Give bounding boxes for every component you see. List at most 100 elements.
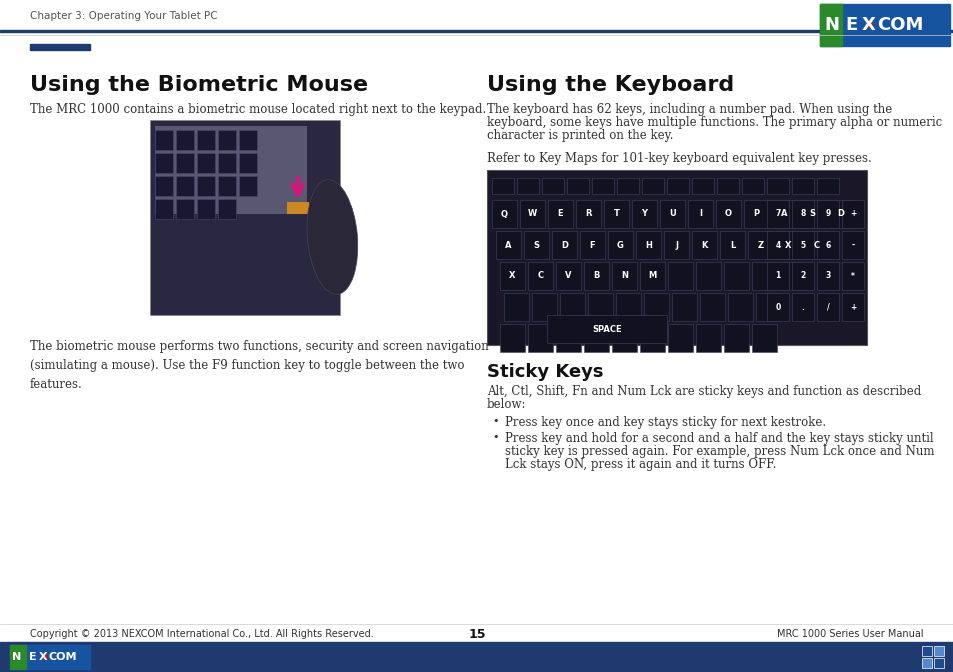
Bar: [933, 658, 943, 668]
Bar: [717, 178, 739, 194]
Bar: [816, 178, 838, 194]
Bar: [636, 231, 660, 259]
Text: C: C: [813, 241, 819, 249]
Bar: [175, 199, 193, 219]
Bar: [556, 324, 580, 352]
Text: *: *: [850, 271, 854, 280]
Text: Chapter 3: Operating Your Tablet PC: Chapter 3: Operating Your Tablet PC: [30, 11, 217, 21]
Bar: [154, 199, 172, 219]
Bar: [766, 200, 788, 228]
Text: W: W: [527, 210, 537, 218]
Text: 3: 3: [824, 271, 830, 280]
Bar: [780, 262, 804, 290]
Bar: [671, 293, 697, 321]
Text: character is printed on the key.: character is printed on the key.: [486, 129, 673, 142]
Bar: [592, 178, 614, 194]
Text: 4: 4: [775, 241, 780, 249]
Bar: [775, 231, 801, 259]
Text: Q: Q: [500, 210, 507, 218]
Bar: [196, 176, 214, 196]
Bar: [0, 30, 953, 32]
Bar: [766, 262, 788, 290]
Circle shape: [866, 22, 872, 28]
Bar: [175, 153, 193, 173]
Bar: [791, 293, 813, 321]
Text: V: V: [565, 271, 571, 280]
Bar: [751, 262, 776, 290]
Text: +: +: [849, 210, 855, 218]
Bar: [696, 262, 720, 290]
Bar: [154, 176, 172, 196]
Bar: [546, 315, 666, 343]
Text: MRC 1000 Series User Manual: MRC 1000 Series User Manual: [777, 629, 923, 639]
Bar: [741, 178, 763, 194]
Text: B: B: [593, 271, 599, 280]
Bar: [607, 231, 633, 259]
Bar: [820, 4, 841, 46]
Text: C: C: [537, 271, 543, 280]
Bar: [921, 658, 931, 668]
Text: J: J: [675, 241, 678, 249]
Bar: [175, 130, 193, 150]
Bar: [816, 231, 838, 259]
Text: F: F: [589, 241, 595, 249]
Bar: [579, 231, 604, 259]
Bar: [747, 231, 772, 259]
Text: Press key once and key stays sticky for next kestroke.: Press key once and key stays sticky for …: [504, 416, 825, 429]
Bar: [583, 324, 608, 352]
Text: Z: Z: [757, 241, 762, 249]
Bar: [175, 176, 193, 196]
Bar: [527, 262, 553, 290]
Bar: [691, 178, 713, 194]
Bar: [727, 293, 752, 321]
Bar: [10, 645, 90, 669]
Text: +: +: [849, 302, 855, 312]
Text: 7: 7: [775, 210, 780, 218]
Bar: [816, 262, 838, 290]
Bar: [667, 262, 692, 290]
Bar: [496, 231, 520, 259]
Bar: [503, 293, 529, 321]
Text: •: •: [492, 416, 498, 426]
Bar: [154, 153, 172, 173]
Bar: [723, 262, 748, 290]
Text: D: D: [836, 210, 843, 218]
Text: 0: 0: [775, 302, 780, 312]
Text: S: S: [809, 210, 815, 218]
Bar: [791, 178, 813, 194]
Bar: [841, 200, 863, 228]
Text: below:: below:: [486, 398, 526, 411]
Text: E: E: [558, 210, 562, 218]
Bar: [523, 231, 548, 259]
Bar: [517, 178, 538, 194]
Bar: [820, 4, 949, 46]
Bar: [196, 153, 214, 173]
Text: SPACE: SPACE: [592, 325, 621, 333]
Bar: [631, 200, 657, 228]
Circle shape: [43, 655, 47, 659]
Ellipse shape: [307, 179, 357, 294]
Bar: [576, 200, 600, 228]
Text: G: G: [617, 241, 623, 249]
Bar: [616, 293, 640, 321]
Bar: [666, 178, 688, 194]
Bar: [687, 200, 712, 228]
Bar: [816, 200, 838, 228]
Text: Refer to Key Maps for 101-key keyboard equivalent key presses.: Refer to Key Maps for 101-key keyboard e…: [486, 152, 871, 165]
Bar: [720, 231, 744, 259]
Bar: [766, 231, 788, 259]
Bar: [800, 200, 824, 228]
Bar: [499, 262, 524, 290]
Bar: [486, 170, 866, 345]
Bar: [841, 262, 863, 290]
Text: S: S: [533, 241, 539, 249]
Text: Alt, Ctl, Shift, Fn and Num Lck are sticky keys and function as described: Alt, Ctl, Shift, Fn and Num Lck are stic…: [486, 385, 921, 398]
Text: T: T: [613, 210, 618, 218]
Bar: [723, 324, 748, 352]
Text: Using the Keyboard: Using the Keyboard: [486, 75, 734, 95]
Text: 9: 9: [824, 210, 830, 218]
Bar: [583, 262, 608, 290]
Bar: [639, 324, 664, 352]
Text: •: •: [492, 432, 498, 442]
Text: D: D: [560, 241, 567, 249]
